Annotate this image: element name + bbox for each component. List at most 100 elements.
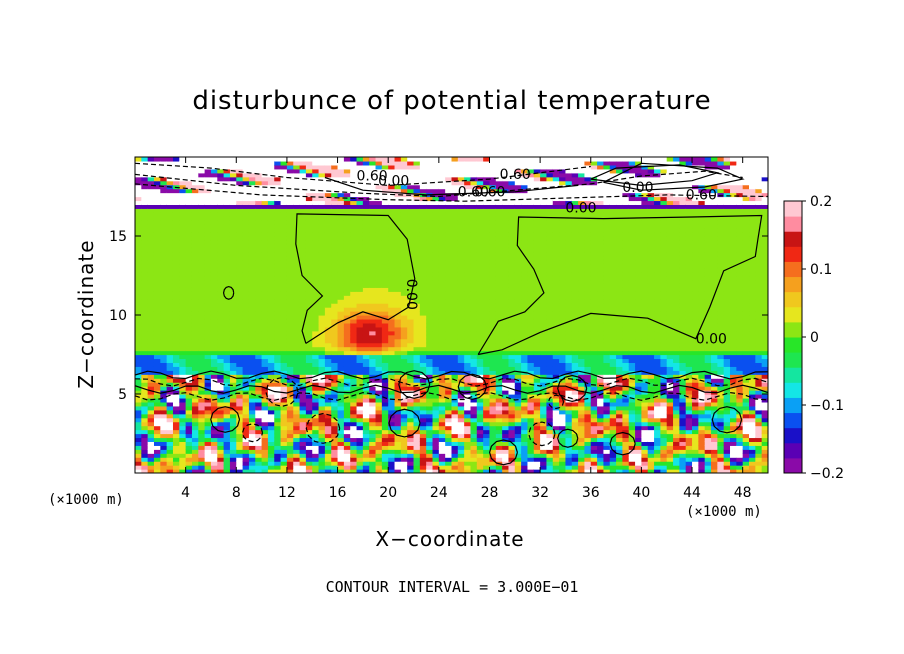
field-cell: [502, 287, 510, 292]
field-cell: [261, 465, 269, 470]
field-cell: [508, 299, 516, 304]
field-cell: [388, 378, 396, 383]
field-cell: [135, 200, 142, 205]
field-cell: [135, 180, 142, 186]
field-cell: [432, 461, 440, 466]
field-cell: [248, 212, 256, 217]
field-cell: [286, 216, 294, 221]
field-cell: [394, 449, 402, 454]
field-cell: [179, 366, 187, 371]
field-cell: [191, 291, 199, 296]
field-cell: [204, 358, 212, 363]
field-cell: [451, 322, 459, 328]
field-cell: [191, 184, 199, 190]
field-cell: [400, 283, 408, 288]
field-cell: [305, 243, 313, 249]
field-cell: [172, 413, 180, 419]
field-cell: [432, 239, 440, 245]
field-cell: [483, 330, 491, 336]
field-cell: [476, 204, 484, 209]
field-cell: [166, 287, 174, 292]
field-cell: [147, 326, 155, 332]
field-cell: [191, 168, 199, 174]
field-cell: [299, 228, 307, 233]
field-cell: [286, 291, 294, 296]
field-cell: [324, 413, 332, 419]
field-cell: [324, 224, 332, 229]
field-cell: [318, 184, 326, 190]
field-cell: [483, 366, 491, 371]
field-cell: [362, 425, 370, 431]
field-cell: [324, 172, 332, 178]
field-cell: [242, 172, 250, 178]
field-cell: [255, 366, 263, 371]
field-cell: [242, 232, 250, 237]
field-cell: [229, 275, 237, 281]
field-cell: [388, 311, 396, 316]
field-cell: [464, 334, 472, 340]
field-cell: [343, 236, 351, 241]
field-cell: [362, 295, 370, 300]
field-cell: [432, 200, 440, 205]
field-cell: [400, 330, 408, 336]
field-cell: [217, 176, 225, 182]
field-cell: [135, 164, 142, 170]
field-cell: [255, 208, 263, 213]
field-cell: [495, 157, 503, 162]
field-cell: [419, 401, 427, 407]
field-cell: [438, 279, 446, 284]
field-cell: [261, 279, 269, 284]
field-cell: [407, 421, 415, 427]
field-cell: [394, 417, 402, 423]
field-cell: [331, 172, 339, 178]
field-cell: [356, 374, 364, 379]
field-cell: [141, 362, 149, 367]
field-cell: [185, 374, 193, 379]
field-cell: [464, 267, 472, 273]
field-cell: [502, 279, 510, 284]
field-cell: [293, 397, 301, 403]
field-cell: [495, 445, 503, 450]
field-cell: [318, 315, 326, 320]
field-cell: [229, 441, 237, 446]
field-cell: [369, 318, 377, 324]
field-cell: [489, 441, 497, 446]
field-cell: [274, 334, 282, 340]
field-cell: [172, 267, 180, 273]
field-cell: [407, 259, 415, 265]
field-cell: [210, 326, 218, 332]
field-cell: [413, 228, 421, 233]
field-cell: [324, 200, 332, 205]
field-cell: [407, 445, 415, 450]
field-cell: [135, 168, 142, 174]
field-cell: [210, 271, 218, 277]
field-cell: [172, 390, 180, 395]
field-cell: [495, 299, 503, 304]
field-cell: [198, 338, 206, 344]
field-cell: [489, 236, 497, 241]
field-cell: [248, 228, 256, 233]
field-cell: [286, 354, 294, 360]
field-cell: [381, 330, 389, 336]
field-cell: [426, 220, 434, 225]
field-cell: [293, 172, 301, 178]
field-cell: [457, 184, 465, 190]
field-cell: [476, 413, 484, 419]
field-cell: [514, 291, 522, 296]
field-cell: [217, 338, 225, 344]
field-cell: [451, 469, 459, 473]
field-cell: [483, 172, 491, 178]
field-cell: [508, 283, 516, 288]
field-cell: [331, 279, 339, 284]
field-cell: [426, 271, 434, 277]
field-cell: [356, 232, 364, 237]
field-cell: [413, 318, 421, 324]
field-cell: [185, 461, 193, 466]
field-cell: [179, 326, 187, 332]
field-cell: [160, 358, 168, 363]
field-cell: [248, 295, 256, 300]
field-cell: [135, 354, 142, 360]
field-cell: [400, 342, 408, 348]
field-cell: [248, 461, 256, 466]
field-cell: [432, 251, 440, 257]
